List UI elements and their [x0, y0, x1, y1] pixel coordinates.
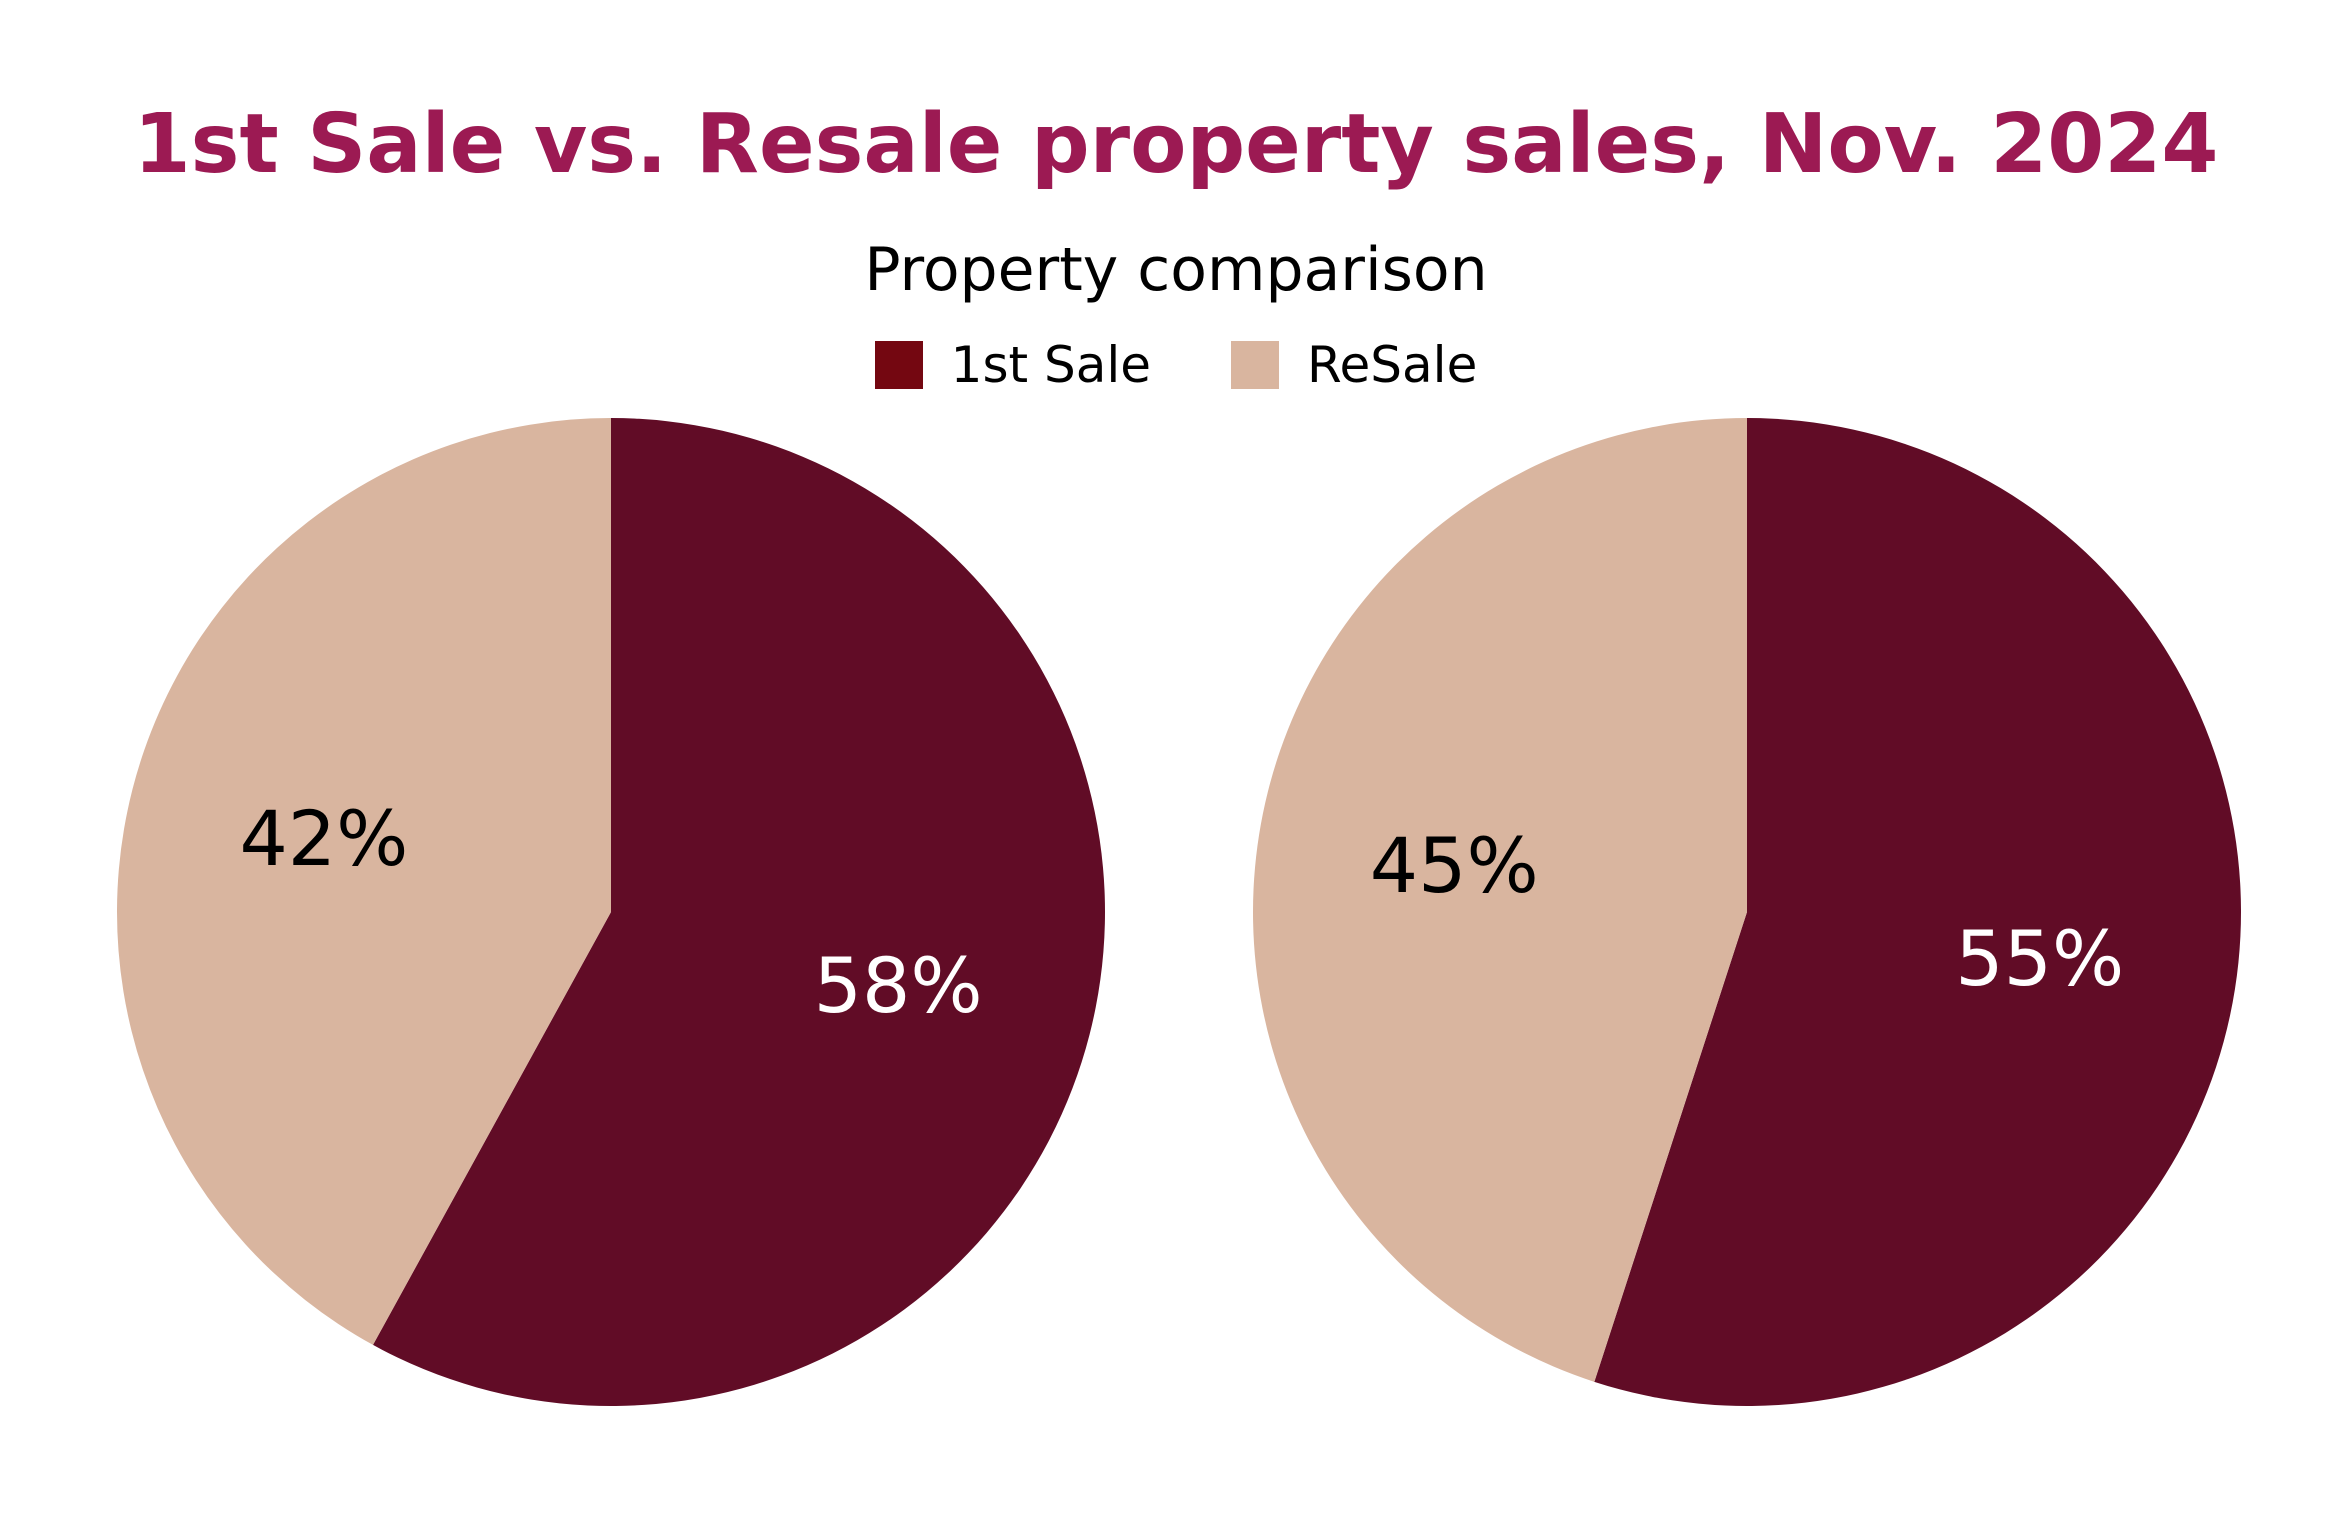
pie-chart-right: 55% 45%: [1253, 418, 2241, 1406]
legend-swatch-resale: [1231, 341, 1280, 389]
slice-label-resale: 42%: [239, 794, 408, 883]
pie-slice-1st-sale: [1594, 418, 2241, 1406]
legend-label-1st-sale: 1st Sale: [950, 336, 1152, 394]
legend-swatch-1st-sale: [874, 341, 923, 389]
pie-slice-1st-sale: [373, 418, 1105, 1406]
slice-label-resale: 45%: [1370, 821, 1539, 910]
legend-item-1st-sale: 1st Sale: [874, 335, 1152, 395]
slice-label-1st-sale: 55%: [1955, 914, 2124, 1003]
chart-title: 1st Sale vs. Resale property sales, Nov.…: [133, 97, 2219, 192]
slice-label-1st-sale: 58%: [814, 941, 983, 1030]
legend-label-resale: ReSale: [1307, 336, 1478, 394]
legend-item-resale: ReSale: [1231, 335, 1477, 395]
chart-subtitle: Property comparison: [864, 235, 1488, 305]
pie-chart-left: 58% 42%: [117, 418, 1105, 1406]
legend: 1st Sale ReSale: [0, 330, 2352, 400]
pie-slice-resale: [1253, 418, 1747, 1382]
pie-slice-resale: [117, 418, 612, 1345]
